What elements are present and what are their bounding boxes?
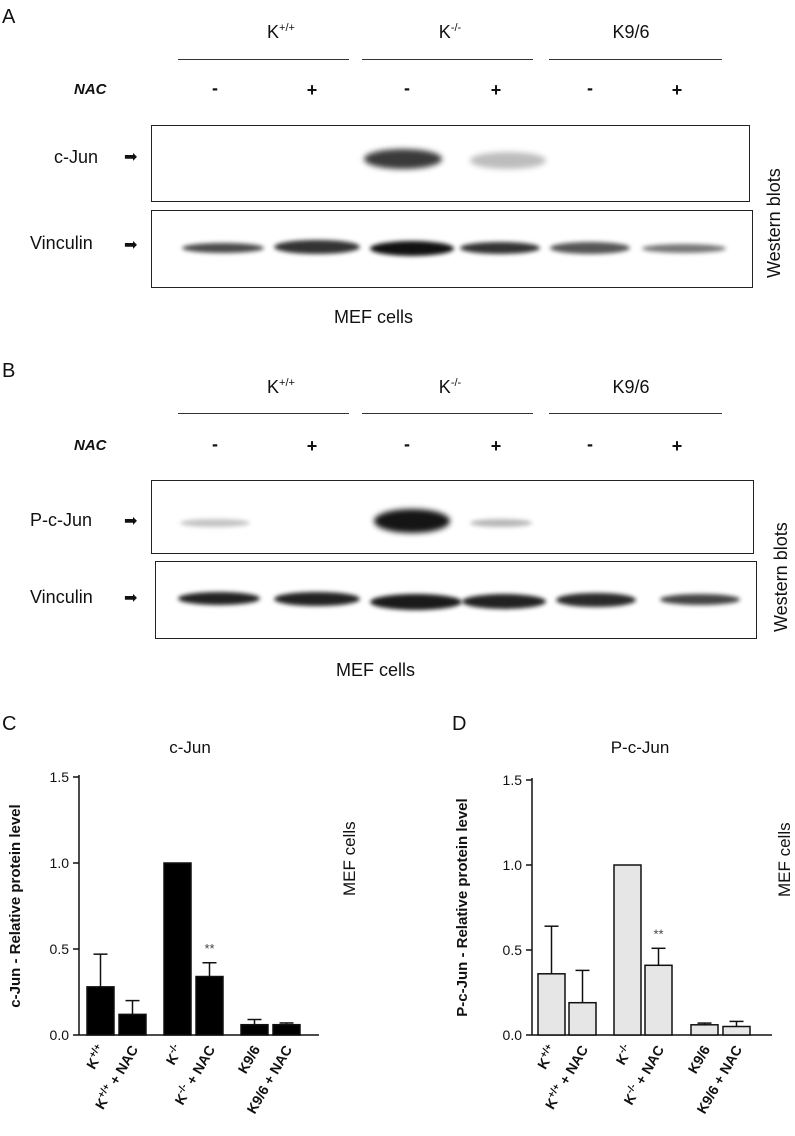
bar-chart-c-jun: 0.0 0.5 1.0 1.5 c-Jun - Relative protein lev… [7,769,319,1116]
nac-sign-3: - [404,78,410,98]
bar [118,1013,147,1036]
blot-label-vinculin: Vinculin [30,587,93,607]
nac-sign-4: + [490,80,502,100]
nac-label: NAC [74,437,107,454]
x-tick-label: K-/- [162,1042,187,1067]
genotype-label-wt: K+/+ [267,377,295,397]
charts-svg: 0.0 0.5 1.0 1.5 c-Jun - Relative protein lev… [7,769,772,1116]
bar [613,864,642,1036]
blot-band [370,594,462,610]
arrow-icon: ➡ [124,149,138,166]
genotype-label-k96: K9/6 [612,377,650,397]
arrow-icon: ➡ [124,237,138,254]
arrow-icon: ➡ [124,513,138,530]
blot-band [274,240,360,254]
mef-cells-label: MEF cells [334,307,414,327]
western-blot-vinculin [155,561,757,639]
bar [568,1001,597,1036]
blot-band [364,149,442,169]
panel-a-label: A [2,6,16,28]
bar [163,862,192,1036]
nac-sign-6: + [671,436,683,456]
chart-d-title: P-c-Jun [610,738,670,757]
y-axis-label: P-c-Jun - Relative protein level [454,798,471,1016]
x-tick-label: K9/6 [684,1042,713,1076]
y-tick-label: 0.0 [50,1027,70,1043]
blot-band [470,519,532,527]
genotype-label-ko: K-/- [438,377,462,397]
y-tick-label: 0.5 [50,941,70,957]
blot-band [470,152,546,169]
bar-chart-p-c-jun: 0.0 0.5 1.0 1.5 P-c-Jun - Relative protein l… [454,772,772,1116]
blot-band [178,592,260,605]
panel-b-label: B [2,360,16,382]
western-blots-label: Western blots [764,168,784,278]
bar [722,1025,751,1036]
blot-label-pcjun: P-c-Jun [30,510,93,530]
y-tick-label: 1.5 [50,769,70,785]
panel-c-label: C [2,713,17,735]
group-line-ko [362,59,533,60]
nac-sign-3: - [404,434,410,454]
x-tick-label: K+/+ [82,1042,109,1072]
bar [272,1023,301,1036]
blot-label-vinculin: Vinculin [30,233,93,253]
bar [537,973,566,1036]
blot-band [370,241,454,256]
group-line-k96 [549,59,722,60]
nac-sign-4: + [490,436,502,456]
blot-band [642,244,726,253]
chart-c-title: c-Jun [169,738,211,757]
western-blot-cjun [151,125,750,202]
significance-annotation: ** [204,941,214,956]
nac-sign-1: - [212,434,218,454]
blot-band [550,242,630,254]
genotype-label-ko: K-/- [438,22,462,42]
nac-sign-1: - [212,78,218,98]
group-line-wt [178,59,349,60]
blot-band [274,592,360,606]
bar [690,1024,719,1036]
western-blot-pcjun [151,480,754,554]
blot-band [180,519,250,527]
bar [240,1023,269,1036]
blot-band [182,243,264,253]
genotype-label-wt: K+/+ [267,22,295,42]
nac-sign-5: - [587,434,593,454]
x-tick-label: K9/6 [234,1042,263,1076]
x-tick-label: K-/- [612,1042,637,1067]
bar [86,986,115,1036]
x-tick-label: K+/+ [533,1042,560,1072]
western-blot-vinculin [151,210,753,288]
panel-d-label: D [452,713,467,735]
y-axis-label: c-Jun - Relative protein level [7,804,24,1007]
blot-band [556,593,636,607]
nac-label: NAC [74,81,107,98]
group-line-k96 [549,413,722,414]
mef-cells-label: MEF cells [336,660,416,680]
y-tick-label: 1.0 [50,855,70,871]
blot-band [462,594,546,609]
blot-band [660,594,740,605]
nac-sign-2: + [306,436,318,456]
blot-band [460,242,540,254]
y-tick-label: 1.5 [503,772,523,788]
blot-label-cjun: c-Jun [54,147,99,167]
nac-sign-5: - [587,78,593,98]
y-tick-label: 0.5 [503,942,523,958]
significance-annotation: ** [653,926,663,941]
nac-sign-2: + [306,80,318,100]
group-line-ko [362,413,533,414]
bar [195,975,224,1036]
genotype-label-k96: K9/6 [612,22,650,42]
group-line-wt [178,413,349,414]
bar [644,964,673,1036]
western-blots-label: Western blots [771,522,791,632]
y-tick-label: 1.0 [503,857,523,873]
nac-sign-6: + [671,80,683,100]
blot-band [374,509,450,533]
arrow-icon: ➡ [124,590,138,607]
y-tick-label: 0.0 [503,1027,523,1043]
